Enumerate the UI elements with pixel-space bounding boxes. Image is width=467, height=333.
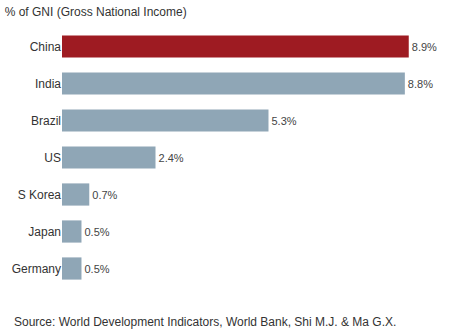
svg-text:8.9%: 8.9%	[412, 41, 437, 53]
svg-text:0.5%: 0.5%	[84, 263, 109, 275]
svg-text:Japan: Japan	[28, 225, 61, 239]
svg-text:India: India	[35, 77, 61, 91]
svg-text:0.7%: 0.7%	[92, 189, 117, 201]
svg-text:8.8%: 8.8%	[408, 78, 433, 90]
svg-text:S Korea: S Korea	[18, 188, 62, 202]
svg-text:Source: World Development Indi: Source: World Development Indicators, Wo…	[14, 315, 396, 329]
svg-text:2.4%: 2.4%	[159, 152, 184, 164]
svg-text:US: US	[44, 151, 61, 165]
svg-text:0.5%: 0.5%	[84, 226, 109, 238]
svg-text:Germany: Germany	[12, 262, 61, 276]
svg-text:% of GNI (Gross National Incom: % of GNI (Gross National Income)	[5, 5, 187, 19]
svg-text:Brazil: Brazil	[31, 114, 61, 128]
svg-text:5.3%: 5.3%	[271, 115, 296, 127]
svg-text:China: China	[30, 40, 62, 54]
